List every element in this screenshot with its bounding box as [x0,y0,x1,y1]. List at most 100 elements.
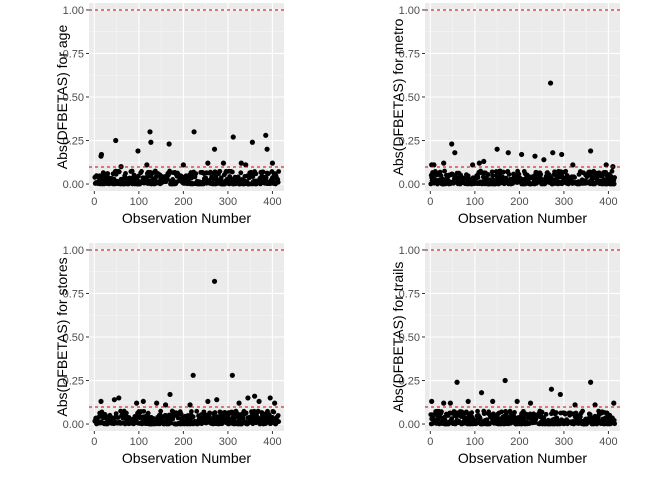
x-tick-label: 100 [466,196,484,208]
data-point-outlier [431,162,437,168]
chart-panel-0: 0 100 200 300 400 0.00 0.25 0.50 0.75 1.00 Observa… [54,3,284,226]
data-point [538,172,544,177]
data-point [543,411,549,417]
y-tick-label: 0.25 [63,136,84,148]
data-layer [425,249,620,427]
data-point-outlier [211,146,218,152]
y-tick-label: 0.25 [63,376,84,388]
data-point [539,409,545,415]
data-point-outlier [220,160,227,166]
data-point-outlier [502,377,508,384]
data-point [276,419,282,425]
data-point [158,408,164,414]
data-point-outlier [211,278,218,284]
data-point-outlier [550,150,556,156]
x-tick-label: 0 [427,196,433,208]
data-point [572,175,577,180]
data-point [218,175,224,181]
data-point-outlier [572,402,578,408]
data-point [164,176,170,182]
data-point [489,169,495,175]
x-tick-label: 0 [91,436,97,448]
data-layer [89,9,284,187]
data-point-outlier [154,400,160,406]
data-point [139,169,144,174]
y-tick-label: 1.00 [63,5,84,17]
y-axis-title: Abs(DFBETAS) for trails [390,262,406,413]
data-point-outlier [166,141,172,147]
data-point [562,411,568,417]
data-point [580,408,586,414]
y-axis-title: Abs(DFBETAS) for stores [54,257,70,416]
data-point-outlier [113,137,119,144]
data-point [145,410,151,416]
data-point-outlier [470,162,476,168]
data-point-outlier [249,139,255,145]
data-point-outlier [236,400,242,406]
data-point [194,408,200,414]
data-point-outlier [134,400,140,406]
data-point-outlier [559,151,565,158]
data-point-outlier [611,400,617,406]
data-point [485,172,491,177]
data-point [437,169,443,175]
data-point [113,411,119,417]
data-point [437,414,443,420]
data-point-outlier [272,400,278,406]
data-point [521,416,527,421]
data-point-outlier [205,160,211,166]
y-axis-title: Abs(DFBETAS) for metro [390,18,406,175]
data-point [266,171,271,177]
x-tick-label: 400 [599,196,617,208]
data-point-outlier [229,372,235,378]
data-point-outlier [494,146,500,152]
data-point [123,410,129,416]
chart-panel-1: 0 100 200 300 400 0.00 0.25 0.50 0.75 1.00 Observa… [390,3,620,226]
data-point-outlier [548,386,555,392]
data-point [116,169,122,175]
data-point [563,168,569,174]
data-point-outlier [187,402,193,408]
data-point [175,415,181,421]
data-point-outlier [465,398,471,405]
y-tick-label: 0.50 [63,92,84,104]
data-point [475,408,480,414]
data-point [141,408,147,414]
data-point [250,174,256,180]
data-point-outlier [570,162,576,168]
data-point [577,414,583,420]
data-point-outlier [191,129,197,135]
data-point [260,169,266,175]
data-point [481,411,487,417]
data-point-outlier [603,162,609,168]
data-point [475,175,481,180]
data-point [553,410,559,416]
data-point-outlier [116,395,122,401]
data-point [271,409,277,415]
x-axis-title: Observation Number [458,450,588,466]
x-axis-title: Observation Number [122,210,252,226]
y-tick-label: 0.75 [63,288,84,300]
data-point [499,409,504,415]
data-point [207,410,213,416]
data-point [240,415,246,421]
data-point [178,411,184,417]
data-point-outlier [557,391,563,398]
data-point [449,416,455,422]
y-tick-label: 0.50 [399,332,420,344]
data-point-outlier [269,160,276,166]
x-tick-label: 400 [599,436,617,448]
x-tick-label: 400 [263,436,281,448]
data-point [188,409,194,414]
data-point [500,169,506,175]
data-point [442,168,447,174]
data-point-outlier [267,395,273,401]
data-point-outlier [547,80,554,86]
y-tick-label: 1.00 [399,245,420,257]
data-point-outlier [441,400,447,406]
data-point-outlier [264,146,270,152]
data-point-outlier [190,372,196,378]
data-point-outlier [245,395,251,401]
data-point [469,410,475,416]
data-point [612,175,618,180]
